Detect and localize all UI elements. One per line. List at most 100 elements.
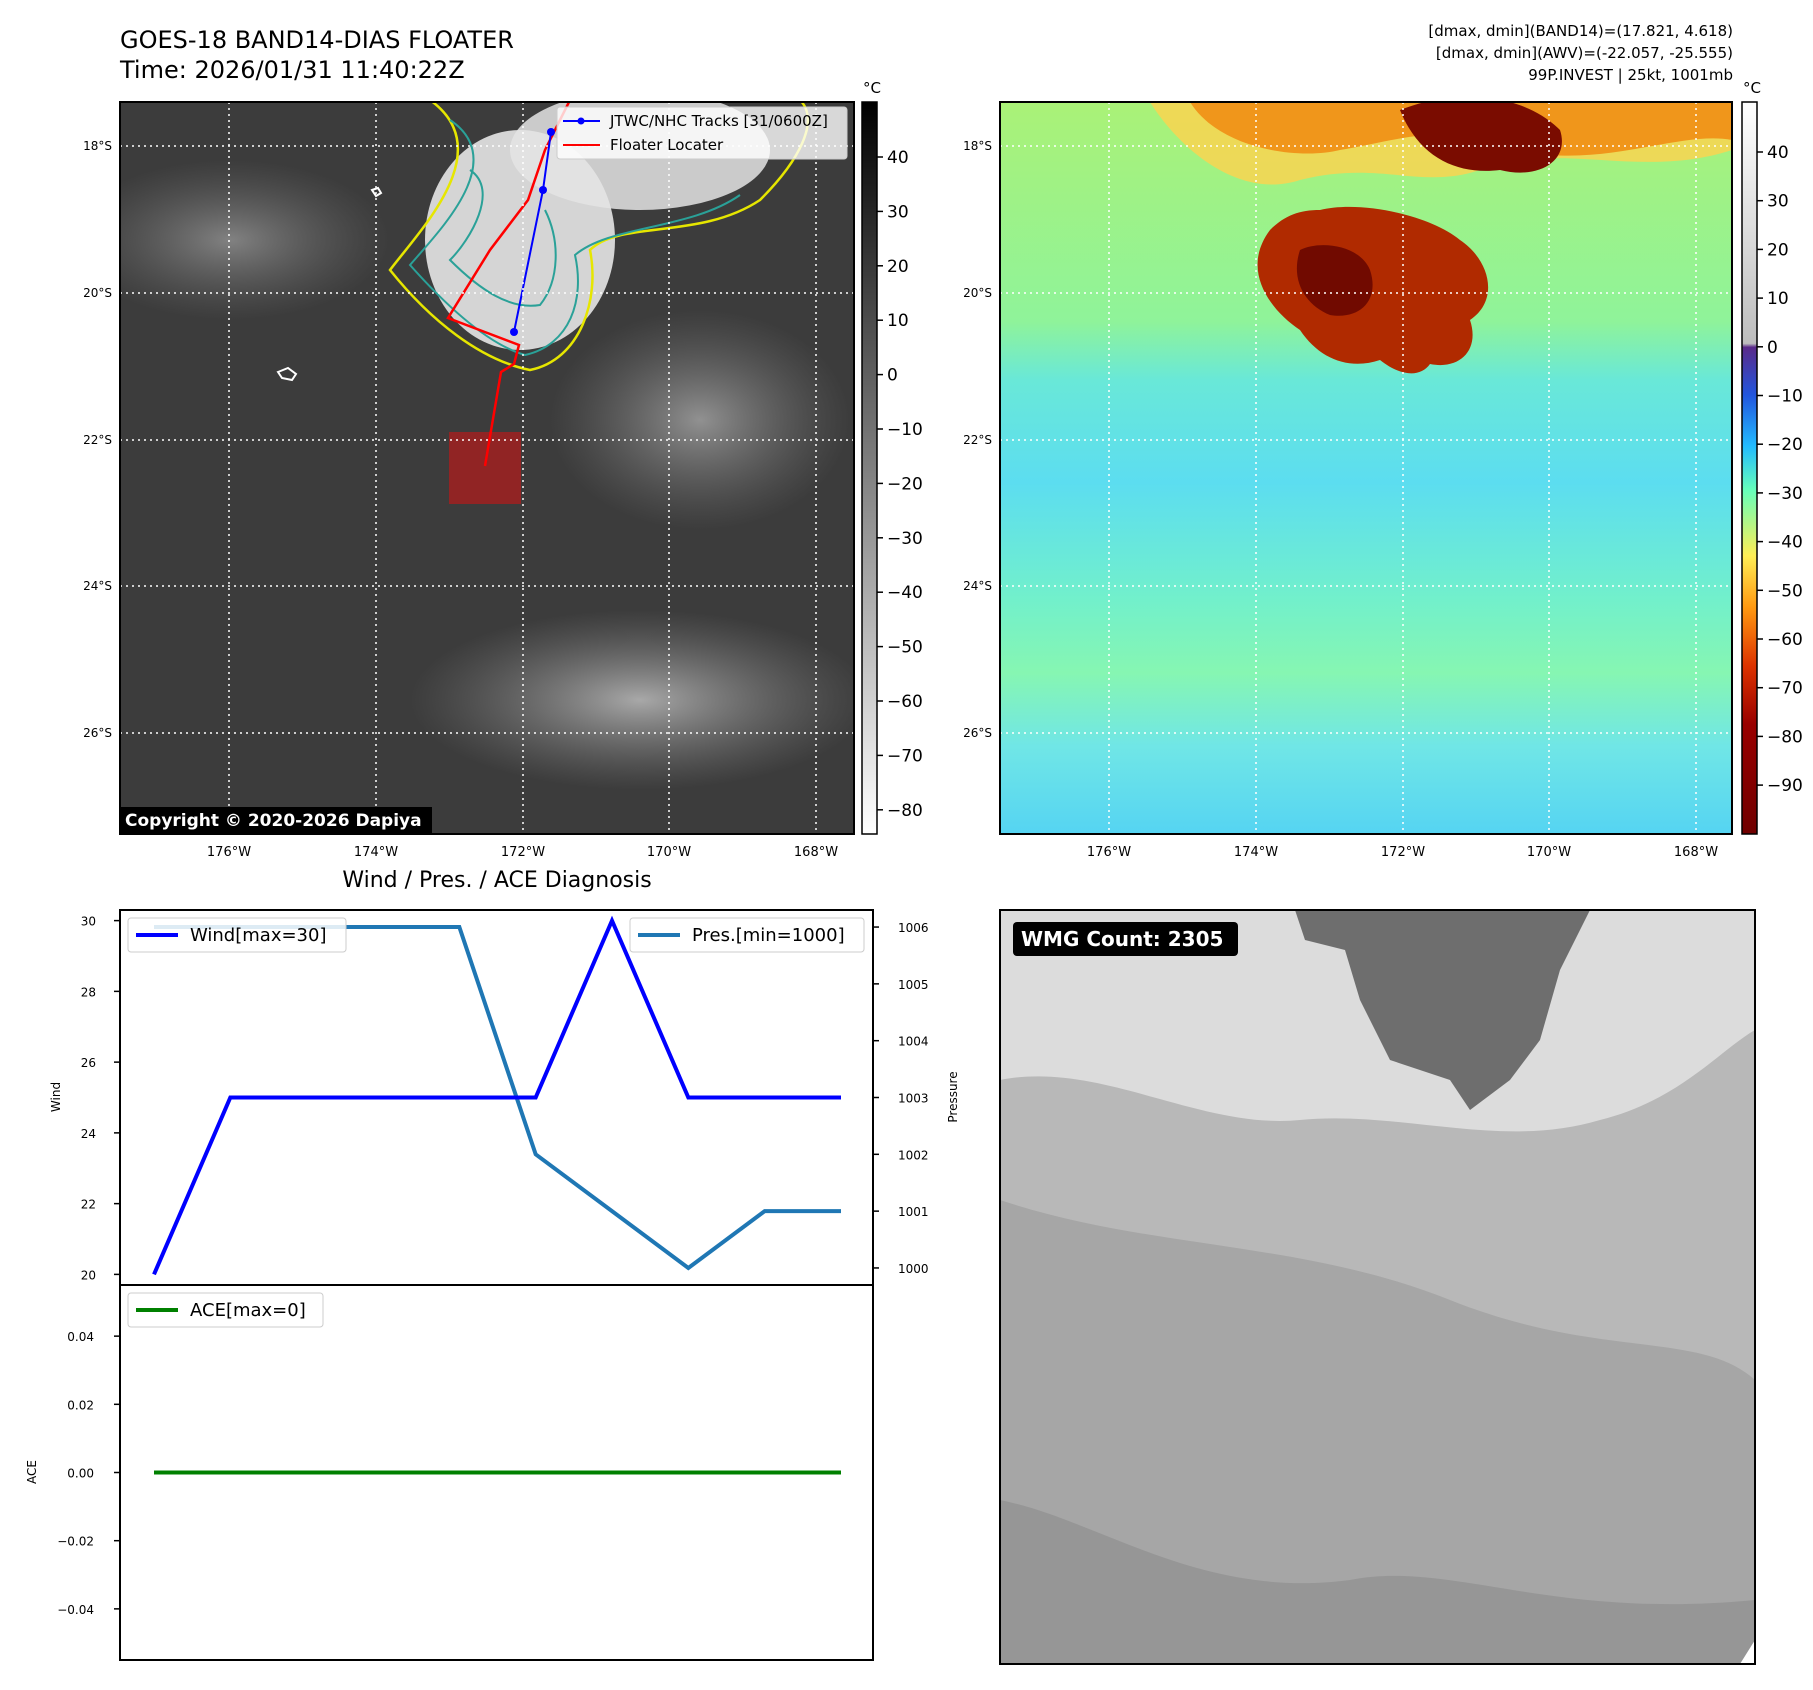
wmg-count-label: WMG Count: 2305	[1021, 927, 1223, 951]
pressure-axis-label: Pressure	[946, 1071, 960, 1122]
colorbar-tick-label: −40	[887, 583, 923, 603]
ace-axis-label: ACE	[25, 1460, 39, 1484]
pressure-tick-label: 1004	[898, 1035, 929, 1049]
island-outline	[276, 366, 298, 382]
awv-colorbar-unit: °C	[1743, 79, 1761, 97]
wind-legend-label: Wind[max=30]	[190, 925, 327, 946]
wmg-lower-region	[1000, 1500, 1755, 1664]
colorbar-tick-label: −60	[1767, 630, 1803, 650]
jtwc-track-point	[547, 128, 555, 136]
pressure-tick-label: 1006	[898, 921, 929, 935]
pressure-tick-label: 1002	[898, 1148, 929, 1162]
legend-tracks-label: JTWC/NHC Tracks [31/0600Z]	[609, 112, 828, 130]
ir-colorbar-unit: °C	[863, 79, 881, 97]
wind-axis-label: Wind	[49, 1082, 63, 1112]
wind-tick-label: 26	[81, 1056, 96, 1070]
ace-legend-box	[127, 1292, 324, 1328]
awv-map-frame	[999, 101, 1733, 835]
contour-yellow	[388, 102, 810, 372]
colorbar-tick-label: −50	[887, 638, 923, 658]
contour-teal-inner	[448, 169, 557, 307]
wind-tick-label: 20	[81, 1268, 96, 1282]
jtwc-track-point	[539, 186, 547, 194]
pressure-legend: Pres.[min=1000]	[629, 917, 865, 953]
colorbar-tick-label: −90	[1767, 776, 1803, 796]
lat-label: 20°S	[83, 286, 112, 300]
info-line-band14: [dmax, dmin](BAND14)=(17.821, 4.618)	[1428, 22, 1733, 40]
jtwc-track-point	[510, 328, 518, 336]
ace-chart: ACE 0.04 0.02 0.00 −0.02 −0.04 ACE[max=0]	[25, 1284, 874, 1661]
cloud-field-northwest	[120, 160, 390, 320]
lat-label: 22°S	[963, 433, 992, 447]
wind-legend: Wind[max=30]	[127, 917, 347, 953]
lon-label: 176°W	[207, 845, 251, 860]
awv-map-lon-labels: 176°W 174°W 172°W 170°W 168°W	[1087, 845, 1718, 860]
colorbar-tick-label: 40	[887, 148, 909, 168]
legend-tracks-marker	[577, 117, 585, 125]
awv-map-panel	[1000, 102, 1732, 834]
colorbar-tick-label: −50	[1767, 581, 1803, 601]
ir-colorbar: °C 40 30 20 10 0 −10 −20 −30 −40 −50 −60 −70 −80	[861, 79, 923, 835]
colorbar-tick-label: 10	[1767, 289, 1789, 309]
lon-label: 168°W	[1674, 845, 1718, 860]
colorbar-tick-label: −70	[887, 746, 923, 766]
colorbar-tick-label: −80	[887, 801, 923, 821]
ace-tick-label: 0.00	[67, 1467, 94, 1481]
legend-locater-label: Floater Locater	[610, 136, 724, 154]
awv-map-lat-labels: 18°S 20°S 22°S 24°S 26°S	[963, 139, 992, 740]
colorbar-tick-label: −30	[887, 529, 923, 549]
lat-label: 24°S	[963, 579, 992, 593]
wind-tick-label: 28	[81, 985, 96, 999]
ir-map-panel	[120, 102, 854, 834]
colorbar-tick-label: −60	[887, 692, 923, 712]
map-legend-box	[556, 106, 848, 160]
lon-label: 172°W	[1381, 845, 1425, 860]
ace-tick-label: 0.04	[67, 1330, 94, 1344]
wmg-count-badge	[1013, 922, 1238, 956]
colorbar-tick-label: 0	[1767, 338, 1778, 358]
island-outline	[370, 186, 383, 198]
awv-cold-spot	[1296, 245, 1373, 316]
floater-locater-box	[449, 432, 521, 504]
info-line-storm: 99P.INVEST | 25kt, 1001mb	[1528, 66, 1733, 84]
ace-legend: ACE[max=0]	[127, 1292, 324, 1328]
lon-label: 168°W	[794, 845, 838, 860]
wmg-frame	[999, 909, 1756, 1665]
wmg-mid-region	[1000, 1200, 1755, 1664]
ir-map-lon-labels: 176°W 174°W 172°W 170°W 168°W	[207, 845, 838, 860]
figure-title: GOES-18 BAND14-DIAS FLOATER	[120, 26, 514, 54]
ace-tick-label: −0.04	[57, 1603, 94, 1617]
colorbar-tick-label: −20	[887, 474, 923, 494]
pressure-legend-box	[629, 917, 865, 953]
ace-legend-label: ACE[max=0]	[190, 1300, 306, 1321]
lon-label: 170°W	[647, 845, 691, 860]
colorbar-tick-label: 20	[1767, 240, 1789, 260]
colorbar-tick-label: −10	[1767, 387, 1803, 407]
colorbar-tick-label: −70	[1767, 679, 1803, 699]
floater-locater-line	[446, 102, 571, 467]
lat-label: 24°S	[83, 579, 112, 593]
lon-label: 174°W	[1234, 845, 1278, 860]
colorbar-tick-label: −80	[1767, 727, 1803, 747]
colorbar-tick-label: 0	[887, 366, 898, 386]
wind-tick-label: 30	[81, 915, 96, 929]
awv-colorbar: °C 40 30 20 10 0 −10 −20 −30 −40 −50 −60 −70 −80 −90	[1741, 79, 1803, 835]
cloud-field-south	[410, 610, 854, 790]
ir-colorbar-gradient	[861, 101, 878, 835]
ace-tick-label: −0.02	[57, 1535, 94, 1549]
pressure-tick-label: 1005	[898, 978, 929, 992]
lat-label: 18°S	[963, 139, 992, 153]
colorbar-tick-label: 10	[887, 311, 909, 331]
wmg-dark-region	[1295, 910, 1590, 1110]
wind-legend-box	[127, 917, 347, 953]
awv-cold-cloud-north	[1400, 102, 1562, 173]
lat-label: 26°S	[83, 726, 112, 740]
lat-label: 26°S	[963, 726, 992, 740]
pressure-tick-label: 1003	[898, 1092, 929, 1106]
colorbar-tick-label: 30	[1767, 192, 1789, 212]
figure-time: Time: 2026/01/31 11:40:22Z	[120, 56, 465, 84]
wind-series-line	[152, 915, 841, 1276]
lat-label: 22°S	[83, 433, 112, 447]
awv-colorbar-gradient	[1741, 101, 1758, 835]
lon-label: 174°W	[354, 845, 398, 860]
